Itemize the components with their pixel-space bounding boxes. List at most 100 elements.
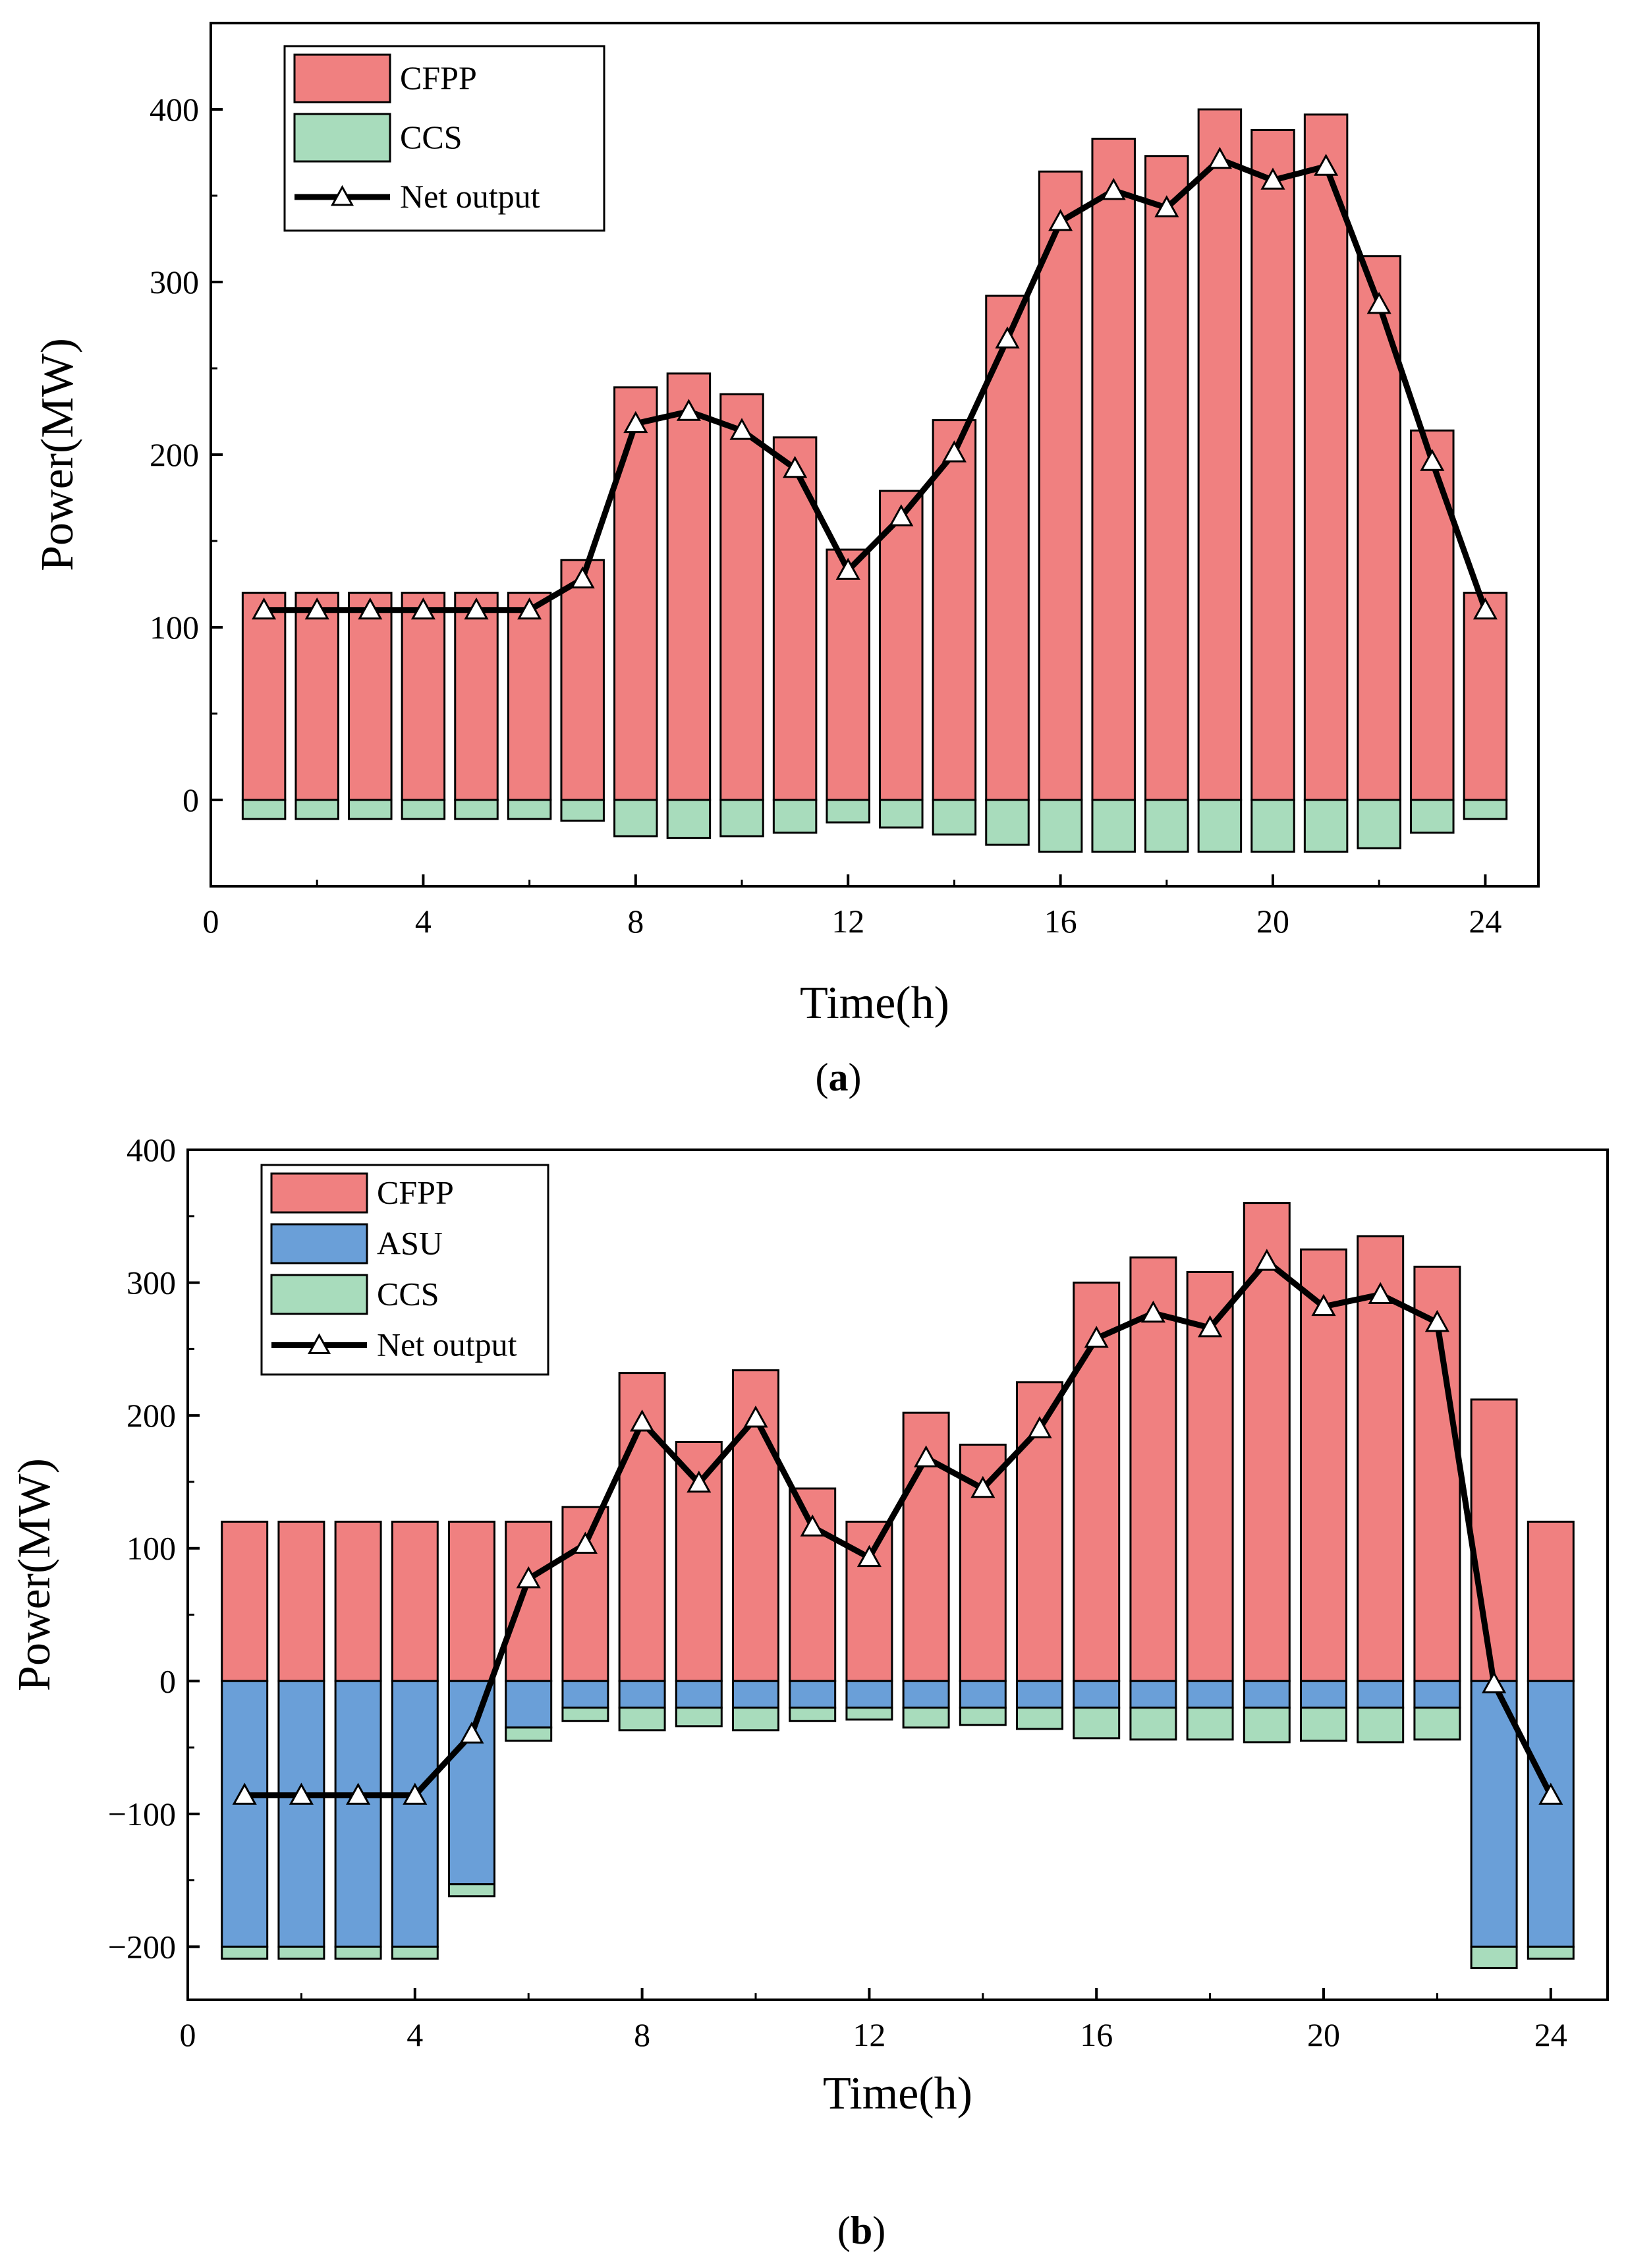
bar-asu-4 xyxy=(391,1680,439,1948)
bar-ccs-24 xyxy=(1463,799,1508,820)
x-tick-label-4: 4 xyxy=(407,2016,423,2053)
y-tick-label-300: 300 xyxy=(150,264,199,300)
x-tick-label-20: 20 xyxy=(1256,903,1289,940)
bar-asu-22 xyxy=(1413,1680,1461,1709)
bar-ccs-6 xyxy=(507,799,552,820)
net-output-point-14 xyxy=(970,1475,996,1498)
bar-asu-13 xyxy=(902,1680,950,1709)
net-output-point-17 xyxy=(1140,1300,1165,1323)
bar-ccs-8 xyxy=(613,799,658,837)
panel-label: (b) xyxy=(837,2209,885,2252)
y-tick-label-100: 100 xyxy=(126,1530,176,1567)
bar-cfpp-1 xyxy=(241,592,287,801)
net-output-point-5 xyxy=(464,597,489,620)
net-output-point-5 xyxy=(459,1721,484,1744)
net-output-point-22 xyxy=(1424,1309,1449,1332)
net-output-point-9 xyxy=(676,399,701,421)
y-tick-label--200: −200 xyxy=(108,1928,176,1965)
net-output-point-8 xyxy=(630,1409,655,1432)
legend-swatch-ccs xyxy=(293,113,391,163)
legend-swatch-cfpp xyxy=(270,1172,368,1214)
panel-label-close: ) xyxy=(872,2209,885,2252)
bar-ccs-4 xyxy=(391,1945,439,1960)
x-tick-label-0: 0 xyxy=(180,2016,196,2053)
net-output-point-13 xyxy=(914,1445,939,1467)
bar-cfpp-17 xyxy=(1091,138,1136,801)
bar-ccs-16 xyxy=(1038,799,1083,853)
panel-label-close: ) xyxy=(849,1056,862,1099)
bar-ccs-12 xyxy=(845,1707,893,1721)
bar-asu-11 xyxy=(789,1680,837,1709)
net-output-point-6 xyxy=(517,597,542,620)
net-output-point-4 xyxy=(410,597,435,620)
net-output-point-23 xyxy=(1420,449,1445,471)
bar-ccs-23 xyxy=(1410,799,1455,834)
x-tick-label-12: 12 xyxy=(853,2016,885,2053)
net-output-point-14 xyxy=(941,440,967,463)
panel-label-letter: b xyxy=(851,2209,872,2252)
y-axis-label: Power(MW) xyxy=(9,1458,60,1691)
bar-cfpp-7 xyxy=(561,1506,609,1682)
bar-asu-24 xyxy=(1527,1680,1575,1948)
bar-cfpp-17 xyxy=(1129,1256,1177,1682)
legend-label-cfpp: CFPP xyxy=(400,59,477,96)
bar-ccs-9 xyxy=(666,799,712,839)
x-tick-label-0: 0 xyxy=(203,903,219,940)
bar-cfpp-13 xyxy=(879,490,924,801)
x-axis-label: Time(h) xyxy=(800,978,949,1029)
net-output-point-18 xyxy=(1154,195,1179,217)
legend-label-net-output: Net output xyxy=(400,178,540,215)
net-output-point-7 xyxy=(570,566,595,588)
y-tick-label-100: 100 xyxy=(150,609,199,646)
bar-asu-15 xyxy=(1016,1680,1063,1709)
bar-cfpp-4 xyxy=(401,592,446,801)
net-output-point-12 xyxy=(856,1545,882,1568)
y-axis-label: Power(MW) xyxy=(32,338,83,571)
bar-ccs-10 xyxy=(719,799,764,837)
legend-swatch-net-output-marker xyxy=(307,1333,331,1354)
bar-cfpp-8 xyxy=(618,1372,666,1682)
legend-swatch-asu xyxy=(270,1223,368,1264)
bar-cfpp-1 xyxy=(221,1520,269,1682)
bar-ccs-2 xyxy=(295,799,339,820)
bar-asu-20 xyxy=(1300,1680,1347,1709)
panel-label-open: ( xyxy=(816,1056,829,1099)
net-output-point-1 xyxy=(232,1782,257,1805)
bar-cfpp-18 xyxy=(1144,155,1189,801)
bar-ccs-21 xyxy=(1303,799,1349,853)
bar-ccs-23 xyxy=(1470,1945,1518,1970)
bar-ccs-24 xyxy=(1527,1945,1575,1960)
bar-cfpp-5 xyxy=(454,592,499,801)
bar-ccs-20 xyxy=(1250,799,1295,853)
x-tick-label-12: 12 xyxy=(831,903,864,940)
net-output-point-12 xyxy=(835,557,860,580)
net-output-point-10 xyxy=(743,1405,768,1428)
bar-asu-8 xyxy=(618,1680,666,1709)
net-output-line xyxy=(244,1258,1554,1799)
bar-cfpp-24 xyxy=(1527,1520,1575,1682)
bar-ccs-15 xyxy=(985,799,1030,846)
net-output-point-3 xyxy=(358,597,383,620)
bar-asu-3 xyxy=(334,1680,382,1948)
net-output-point-8 xyxy=(623,411,648,434)
net-output-point-15 xyxy=(1027,1416,1052,1438)
bar-ccs-2 xyxy=(277,1945,325,1960)
y-tick-label-200: 200 xyxy=(150,436,199,473)
bar-ccs-19 xyxy=(1197,799,1243,853)
x-tick-label-8: 8 xyxy=(627,903,644,940)
bar-cfpp-5 xyxy=(448,1520,495,1682)
bar-ccs-9 xyxy=(675,1707,723,1728)
bar-cfpp-23 xyxy=(1470,1398,1518,1682)
net-output-point-16 xyxy=(1084,1326,1109,1348)
net-output-point-19 xyxy=(1254,1249,1279,1271)
bar-asu-19 xyxy=(1243,1680,1291,1709)
x-tick-label-24: 24 xyxy=(1534,2016,1567,2053)
bar-ccs-16 xyxy=(1073,1707,1121,1740)
bar-ccs-12 xyxy=(826,799,870,824)
bar-asu-18 xyxy=(1186,1680,1234,1709)
bar-cfpp-19 xyxy=(1197,108,1243,801)
bar-asu-5 xyxy=(448,1680,495,1886)
x-tick-label-4: 4 xyxy=(415,903,432,940)
net-output-point-9 xyxy=(687,1470,712,1493)
bar-cfpp-23 xyxy=(1410,429,1455,801)
